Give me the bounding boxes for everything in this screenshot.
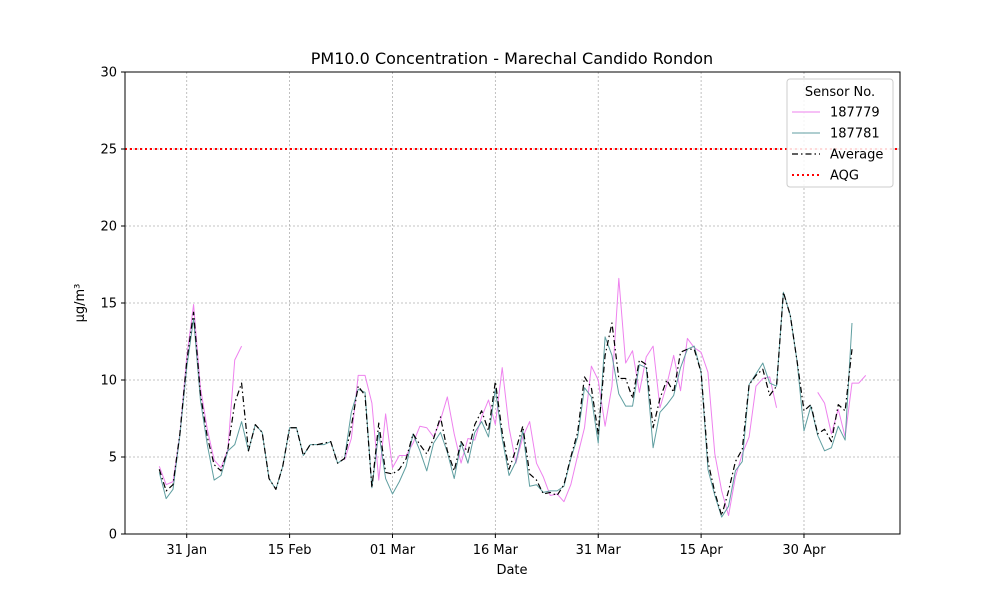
y-tick-label: 30 — [100, 66, 117, 81]
x-axis-label: Date — [496, 563, 527, 578]
series-layer — [125, 148, 900, 518]
series-line-187779 — [817, 375, 867, 438]
chart-title: PM10.0 Concentration - Marechal Candido … — [311, 49, 713, 68]
legend-label: AQG — [830, 169, 859, 184]
y-tick-label: 15 — [100, 297, 117, 312]
legend-box — [786, 78, 894, 188]
y-tick-label: 20 — [100, 220, 117, 235]
x-tick-label: 30 Apr — [782, 543, 826, 558]
x-tick-label: 16 Mar — [473, 543, 519, 558]
legend-label: 187779 — [830, 106, 880, 121]
x-tick-label: 31 Jan — [166, 543, 207, 558]
series-line-187779 — [343, 277, 778, 517]
legend-label: 187781 — [830, 127, 880, 142]
legend-label: Average — [830, 148, 883, 163]
y-tick-label: 5 — [109, 451, 117, 466]
y-axis-label: μg/m³ — [73, 284, 88, 323]
x-tick-label: 01 Mar — [370, 543, 416, 558]
legend: Sensor No. 187779 187781 Average AQG — [786, 78, 894, 188]
y-tick-label: 0 — [109, 528, 117, 543]
series-line-average — [158, 291, 853, 517]
y-tick-label: 25 — [100, 143, 117, 158]
axis-ticks: 0 5 10 15 20 25 30 31 Jan 15 Feb 01 Mar 16 Mar 31 M… — [100, 66, 826, 559]
y-tick-label: 10 — [100, 374, 117, 389]
x-tick-label: 15 Apr — [680, 543, 724, 558]
legend-title: Sensor No. — [805, 85, 875, 100]
x-tick-label: 31 Mar — [576, 543, 622, 558]
x-tick-label: 15 Feb — [268, 543, 312, 558]
